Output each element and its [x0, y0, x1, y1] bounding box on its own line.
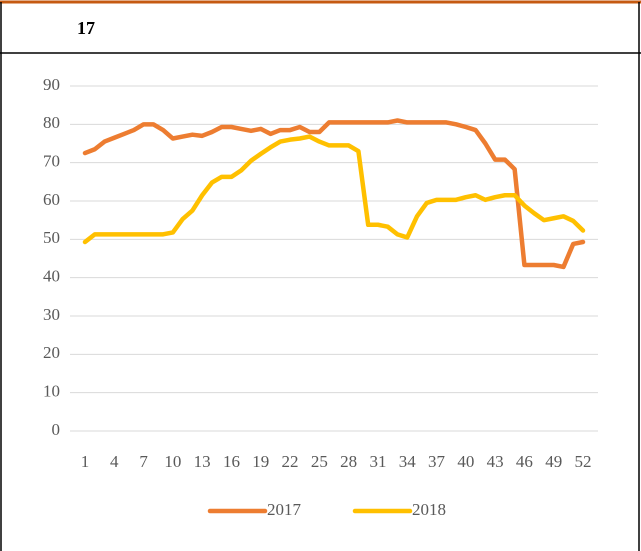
y-tick-label: 90 — [43, 75, 60, 94]
x-tick-label: 28 — [340, 452, 357, 471]
x-tick-label: 1 — [81, 452, 90, 471]
header: 17 — [77, 18, 95, 38]
y-tick-label: 80 — [43, 113, 60, 132]
x-tick-label: 25 — [311, 452, 328, 471]
y-tick-label: 40 — [43, 267, 60, 286]
y-tick-label: 30 — [43, 305, 60, 324]
x-tick-label: 40 — [457, 452, 474, 471]
legend-label: 2017 — [267, 500, 302, 519]
x-tick-label: 34 — [399, 452, 417, 471]
x-tick-label: 19 — [252, 452, 269, 471]
legend-label: 2018 — [412, 500, 446, 519]
x-tick-label: 31 — [369, 452, 386, 471]
y-tick-label: 20 — [43, 343, 60, 362]
x-tick-label: 10 — [164, 452, 181, 471]
x-tick-label: 13 — [194, 452, 211, 471]
y-tick-label: 60 — [43, 190, 60, 209]
y-tick-label: 10 — [43, 382, 60, 401]
x-tick-label: 46 — [516, 452, 533, 471]
x-tick-label: 4 — [110, 452, 119, 471]
series-line — [82, 134, 586, 245]
x-tick-label: 7 — [139, 452, 148, 471]
series-line — [82, 118, 586, 270]
x-tick-label: 52 — [575, 452, 592, 471]
y-tick-label: 50 — [43, 228, 60, 247]
y-tick-label: 70 — [43, 152, 60, 171]
x-tick-label: 49 — [545, 452, 562, 471]
x-tick-label: 16 — [223, 452, 240, 471]
x-tick-label: 43 — [487, 452, 504, 471]
x-tick-label: 22 — [282, 452, 299, 471]
y-tick-label: 0 — [52, 420, 61, 439]
x-tick-label: 37 — [428, 452, 446, 471]
